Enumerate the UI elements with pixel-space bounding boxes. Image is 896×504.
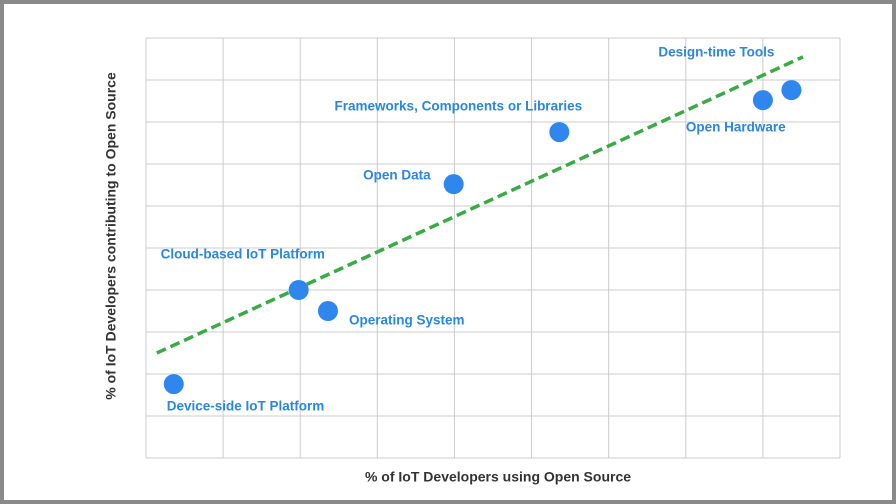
point-label: Open Data — [363, 168, 431, 183]
point-label: Device-side IoT Platform — [167, 399, 325, 414]
point-label: Open Hardware — [686, 120, 786, 135]
y-axis-label: % of IoT Developers contributing to Open… — [103, 72, 119, 400]
point-label: Design-time Tools — [658, 45, 774, 60]
point — [781, 80, 802, 101]
point — [443, 174, 464, 195]
point — [317, 301, 338, 321]
point — [288, 280, 309, 300]
x-axis-label: % of IoT Developers using Open Source — [365, 469, 631, 485]
point — [163, 374, 184, 395]
point — [752, 90, 773, 111]
point-label: Operating System — [349, 313, 465, 328]
point-label: Cloud-based IoT Platform — [161, 247, 325, 262]
point — [549, 122, 570, 143]
point-label: Frameworks, Components or Libraries — [335, 99, 583, 114]
trend-line — [156, 55, 804, 355]
